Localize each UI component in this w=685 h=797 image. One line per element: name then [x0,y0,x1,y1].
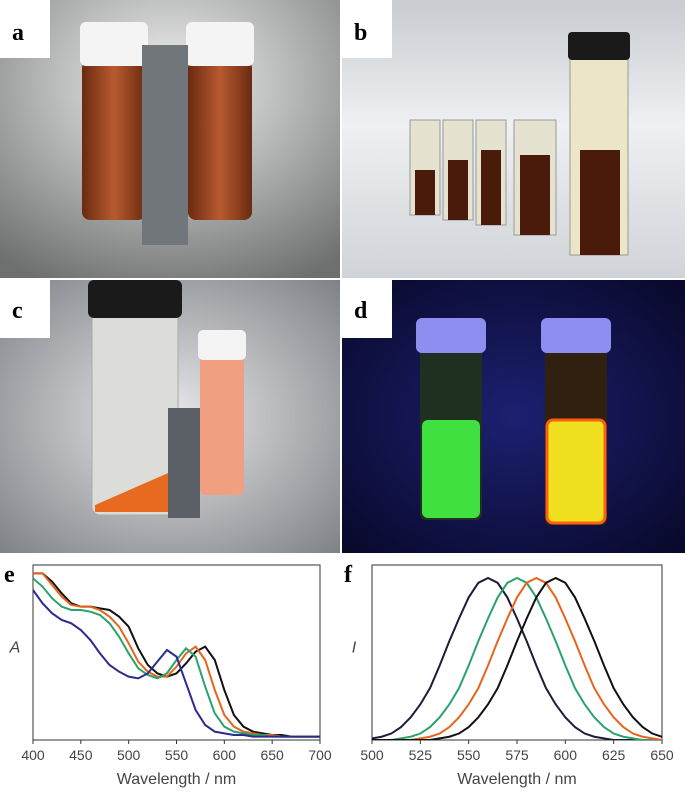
photo-a [0,0,340,278]
x-tick-label: 575 [505,747,529,763]
spectrum-line [33,572,320,738]
y-axis-label: I [352,640,357,657]
x-tick-label: 550 [457,747,481,763]
panel-label: d [354,298,368,324]
label-box [342,280,392,338]
spectrum-line [33,589,320,738]
spectrum-line [372,576,662,740]
y-axis-label: A [9,640,21,657]
x-axis-label: Wavelength / nm [457,771,576,788]
plot-frame [32,564,321,741]
x-tick-label: 700 [308,747,332,763]
photo-d [342,280,685,553]
label-box [342,0,392,58]
panel-label: a [12,20,24,46]
photo-b [342,0,685,278]
panel-label: e [4,562,15,588]
x-tick-label: 650 [650,747,674,763]
x-tick-label: 650 [260,747,284,763]
x-tick-label: 500 [117,747,141,763]
x-tick-label: 550 [165,747,189,763]
x-tick-label: 500 [360,747,384,763]
panel-label: b [354,20,367,46]
plot-frame [371,564,663,741]
x-tick-label: 400 [21,747,45,763]
panel-label: c [12,298,23,324]
x-tick-label: 625 [602,747,626,763]
photo-c [0,280,340,553]
spectrum-line [372,576,662,740]
label-box [0,280,50,338]
x-tick-label: 450 [69,747,93,763]
x-tick-label: 600 [213,747,237,763]
panel-label: f [344,562,353,588]
x-axis-label: Wavelength / nm [117,771,236,788]
spectrum-line [33,572,320,738]
x-tick-label: 600 [554,747,578,763]
label-box [0,0,50,58]
x-tick-label: 525 [409,747,433,763]
spectrum-line [372,576,662,740]
spectrum-line [372,576,662,740]
